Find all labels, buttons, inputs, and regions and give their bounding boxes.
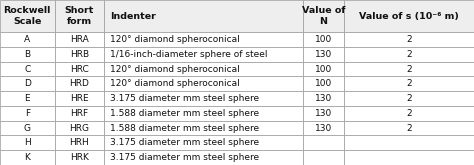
Text: HRD: HRD xyxy=(70,79,89,88)
Bar xyxy=(344,121,474,135)
Text: Value of s (10⁻⁶ m): Value of s (10⁻⁶ m) xyxy=(359,12,459,21)
Bar xyxy=(55,121,104,135)
Text: 120° diamond spheroconical: 120° diamond spheroconical xyxy=(110,35,240,44)
Text: HRH: HRH xyxy=(70,138,89,147)
Text: 100: 100 xyxy=(315,79,332,88)
Text: 1/16-inch-diameter sphere of steel: 1/16-inch-diameter sphere of steel xyxy=(110,50,267,59)
Bar xyxy=(344,47,474,62)
Bar xyxy=(303,106,344,121)
Bar xyxy=(55,150,104,165)
Text: 3.175 diameter mm steel sphere: 3.175 diameter mm steel sphere xyxy=(110,138,259,147)
Bar xyxy=(344,91,474,106)
Bar xyxy=(55,76,104,91)
Bar xyxy=(104,32,303,47)
Text: B: B xyxy=(24,50,30,59)
Text: HRK: HRK xyxy=(70,153,89,162)
Text: HRA: HRA xyxy=(70,35,89,44)
Text: 100: 100 xyxy=(315,65,332,74)
Bar xyxy=(0,32,55,47)
Bar xyxy=(303,135,344,150)
Text: 3.175 diameter mm steel sphere: 3.175 diameter mm steel sphere xyxy=(110,94,259,103)
Bar xyxy=(104,0,303,32)
Text: 2: 2 xyxy=(406,124,411,133)
Bar xyxy=(55,47,104,62)
Text: G: G xyxy=(24,124,31,133)
Text: HRB: HRB xyxy=(70,50,89,59)
Text: Short
form: Short form xyxy=(65,6,94,26)
Bar xyxy=(344,106,474,121)
Bar xyxy=(104,135,303,150)
Text: 2: 2 xyxy=(406,35,411,44)
Bar xyxy=(0,62,55,76)
Bar xyxy=(344,32,474,47)
Bar xyxy=(0,91,55,106)
Bar xyxy=(104,47,303,62)
Text: D: D xyxy=(24,79,31,88)
Text: 100: 100 xyxy=(315,35,332,44)
Bar xyxy=(303,0,344,32)
Bar xyxy=(344,135,474,150)
Text: H: H xyxy=(24,138,31,147)
Bar xyxy=(303,32,344,47)
Text: 2: 2 xyxy=(406,94,411,103)
Text: HRG: HRG xyxy=(69,124,90,133)
Bar xyxy=(104,150,303,165)
Bar xyxy=(303,121,344,135)
Bar xyxy=(0,150,55,165)
Text: 130: 130 xyxy=(315,94,332,103)
Bar xyxy=(344,0,474,32)
Bar xyxy=(0,135,55,150)
Bar xyxy=(344,76,474,91)
Bar xyxy=(55,32,104,47)
Text: 120° diamond spheroconical: 120° diamond spheroconical xyxy=(110,79,240,88)
Bar xyxy=(0,106,55,121)
Text: HRC: HRC xyxy=(70,65,89,74)
Text: C: C xyxy=(24,65,30,74)
Text: Value of
N: Value of N xyxy=(302,6,345,26)
Text: 130: 130 xyxy=(315,50,332,59)
Bar xyxy=(303,62,344,76)
Text: 120° diamond spheroconical: 120° diamond spheroconical xyxy=(110,65,240,74)
Text: 2: 2 xyxy=(406,50,411,59)
Text: 1.588 diameter mm steel sphere: 1.588 diameter mm steel sphere xyxy=(110,109,259,118)
Bar xyxy=(104,62,303,76)
Bar xyxy=(55,62,104,76)
Text: HRE: HRE xyxy=(70,94,89,103)
Bar xyxy=(303,47,344,62)
Bar xyxy=(0,76,55,91)
Text: E: E xyxy=(25,94,30,103)
Bar xyxy=(55,106,104,121)
Text: 130: 130 xyxy=(315,109,332,118)
Text: A: A xyxy=(24,35,30,44)
Bar xyxy=(55,91,104,106)
Bar xyxy=(0,121,55,135)
Bar xyxy=(104,106,303,121)
Bar xyxy=(104,121,303,135)
Bar xyxy=(104,76,303,91)
Text: HRF: HRF xyxy=(70,109,89,118)
Bar xyxy=(344,62,474,76)
Bar xyxy=(303,76,344,91)
Bar xyxy=(104,91,303,106)
Bar xyxy=(0,47,55,62)
Text: 2: 2 xyxy=(406,65,411,74)
Bar xyxy=(0,0,55,32)
Bar xyxy=(303,91,344,106)
Text: F: F xyxy=(25,109,30,118)
Bar xyxy=(55,135,104,150)
Text: 3.175 diameter mm steel sphere: 3.175 diameter mm steel sphere xyxy=(110,153,259,162)
Text: 2: 2 xyxy=(406,79,411,88)
Bar xyxy=(344,150,474,165)
Text: 2: 2 xyxy=(406,109,411,118)
Bar xyxy=(303,150,344,165)
Text: Indenter: Indenter xyxy=(110,12,156,21)
Text: K: K xyxy=(24,153,30,162)
Bar xyxy=(55,0,104,32)
Text: 1.588 diameter mm steel sphere: 1.588 diameter mm steel sphere xyxy=(110,124,259,133)
Text: 130: 130 xyxy=(315,124,332,133)
Text: Rockwell
Scale: Rockwell Scale xyxy=(4,6,51,26)
